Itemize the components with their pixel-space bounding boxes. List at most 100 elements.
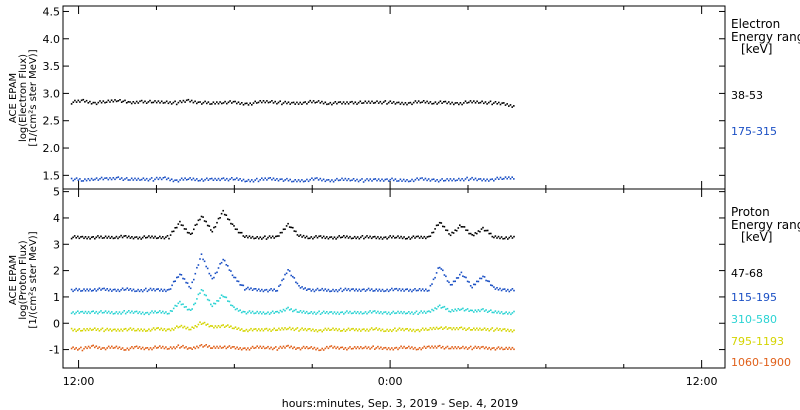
proton-point-795-1193: [343, 328, 345, 331]
proton-point-115-195: [90, 290, 93, 292]
proton-point-115-195: [123, 289, 125, 291]
proton-point-47-68: [282, 228, 285, 231]
proton-point-310-580: [319, 313, 322, 315]
proton-point-1060-1900: [270, 346, 272, 349]
proton-point-1060-1900: [124, 349, 127, 351]
electron-point-38-53: [513, 105, 515, 107]
proton-point-795-1193: [339, 330, 342, 332]
proton-point-47-68: [417, 235, 419, 238]
electron-point-175-315: [109, 177, 111, 179]
electron-point-175-315: [466, 176, 468, 179]
electron-point-175-315: [249, 180, 251, 183]
proton-point-47-68: [401, 237, 404, 240]
proton-point-795-1193: [83, 328, 85, 330]
proton-point-1060-1900: [469, 345, 472, 348]
proton-point-47-68: [146, 236, 149, 239]
electron-point-175-315: [155, 176, 158, 179]
proton-point-115-195: [479, 277, 481, 280]
proton-point-1060-1900: [92, 344, 94, 347]
proton-point-1060-1900: [159, 345, 161, 347]
proton-point-795-1193: [171, 327, 173, 330]
proton-point-795-1193: [157, 327, 159, 329]
proton-point-47-68: [296, 234, 299, 236]
electron-point-175-315: [221, 177, 223, 180]
electron-point-175-315: [242, 178, 245, 181]
electron-point-38-53: [256, 102, 258, 104]
proton-point-47-68: [389, 235, 391, 237]
electron-point-38-53: [259, 100, 261, 102]
proton-point-795-1193: [474, 329, 477, 331]
proton-point-1060-1900: [360, 346, 362, 348]
proton-point-1060-1900: [404, 347, 407, 350]
electron-point-38-53: [301, 103, 303, 105]
proton-point-115-195: [482, 275, 484, 278]
electron-point-38-53: [352, 102, 355, 105]
proton-point-1060-1900: [168, 347, 170, 350]
proton-point-1060-1900: [339, 346, 342, 349]
electron-point-175-315: [389, 178, 392, 181]
proton-point-47-68: [392, 235, 395, 237]
proton-point-310-580: [296, 311, 299, 313]
electron-point-38-53: [82, 98, 85, 101]
electron-point-175-315: [361, 178, 363, 180]
proton-point-115-195: [95, 290, 98, 292]
proton-point-1060-1900: [292, 347, 294, 350]
electron-point-38-53: [292, 101, 295, 104]
electron-point-175-315: [416, 177, 418, 179]
proton-point-795-1193: [101, 327, 104, 330]
proton-point-115-195: [457, 277, 460, 279]
proton-point-1060-1900: [154, 345, 156, 348]
electron-point-175-315: [314, 177, 316, 180]
proton-point-795-1193: [491, 327, 494, 329]
proton-point-115-195: [284, 273, 286, 276]
electron-point-175-315: [494, 178, 497, 180]
electron-point-175-315: [192, 177, 195, 180]
proton-point-115-195: [86, 288, 88, 290]
proton-point-1060-1900: [194, 347, 197, 350]
proton-point-115-195: [145, 287, 147, 290]
electron-point-175-315: [140, 178, 143, 181]
electron-point-38-53: [90, 103, 93, 105]
proton-point-795-1193: [166, 328, 169, 331]
proton-point-47-68: [369, 235, 371, 238]
proton-point-115-195: [443, 274, 446, 276]
proton-point-795-1193: [217, 325, 220, 327]
proton-point-795-1193: [121, 330, 124, 332]
proton-point-795-1193: [398, 327, 401, 329]
proton-point-310-580: [494, 310, 497, 312]
proton-point-1060-1900: [231, 346, 234, 348]
electron-point-175-315: [236, 177, 238, 179]
proton-point-47-68: [90, 236, 93, 239]
proton-point-47-68: [220, 212, 223, 215]
proton-point-310-580: [304, 312, 306, 314]
proton-legend-item-1060-1900: 1060-1900: [731, 356, 791, 369]
proton-point-115-195: [132, 288, 135, 291]
proton-point-47-68: [248, 235, 251, 237]
electron-point-38-53: [367, 100, 370, 103]
proton-point-310-580: [182, 303, 184, 305]
proton-point-795-1193: [367, 330, 370, 332]
electron-point-38-53: [424, 101, 427, 104]
electron-point-175-315: [414, 178, 417, 181]
proton-point-115-195: [296, 282, 299, 285]
proton-point-115-195: [162, 290, 164, 292]
proton-point-115-195: [185, 281, 187, 284]
proton-point-115-195: [168, 288, 170, 291]
electron-point-38-53: [201, 103, 203, 105]
x-axis-title: hours:minutes, Sep. 3, 2019 - Sep. 4, 20…: [282, 397, 519, 410]
proton-point-795-1193: [511, 330, 514, 333]
proton-point-795-1193: [326, 329, 328, 331]
proton-point-1060-1900: [271, 348, 274, 351]
proton-point-310-580: [469, 309, 472, 312]
proton-point-47-68: [94, 237, 96, 240]
proton-point-310-580: [80, 311, 82, 313]
proton-ytick-label: 2: [53, 265, 60, 278]
electron-point-38-53: [159, 102, 161, 104]
proton-point-115-195: [219, 263, 221, 265]
proton-point-115-195: [466, 280, 469, 283]
proton-point-1060-1900: [446, 345, 449, 348]
electron-point-38-53: [407, 102, 410, 104]
proton-point-795-1193: [271, 329, 274, 331]
proton-point-47-68: [377, 236, 379, 238]
electron-point-38-53: [302, 101, 305, 104]
